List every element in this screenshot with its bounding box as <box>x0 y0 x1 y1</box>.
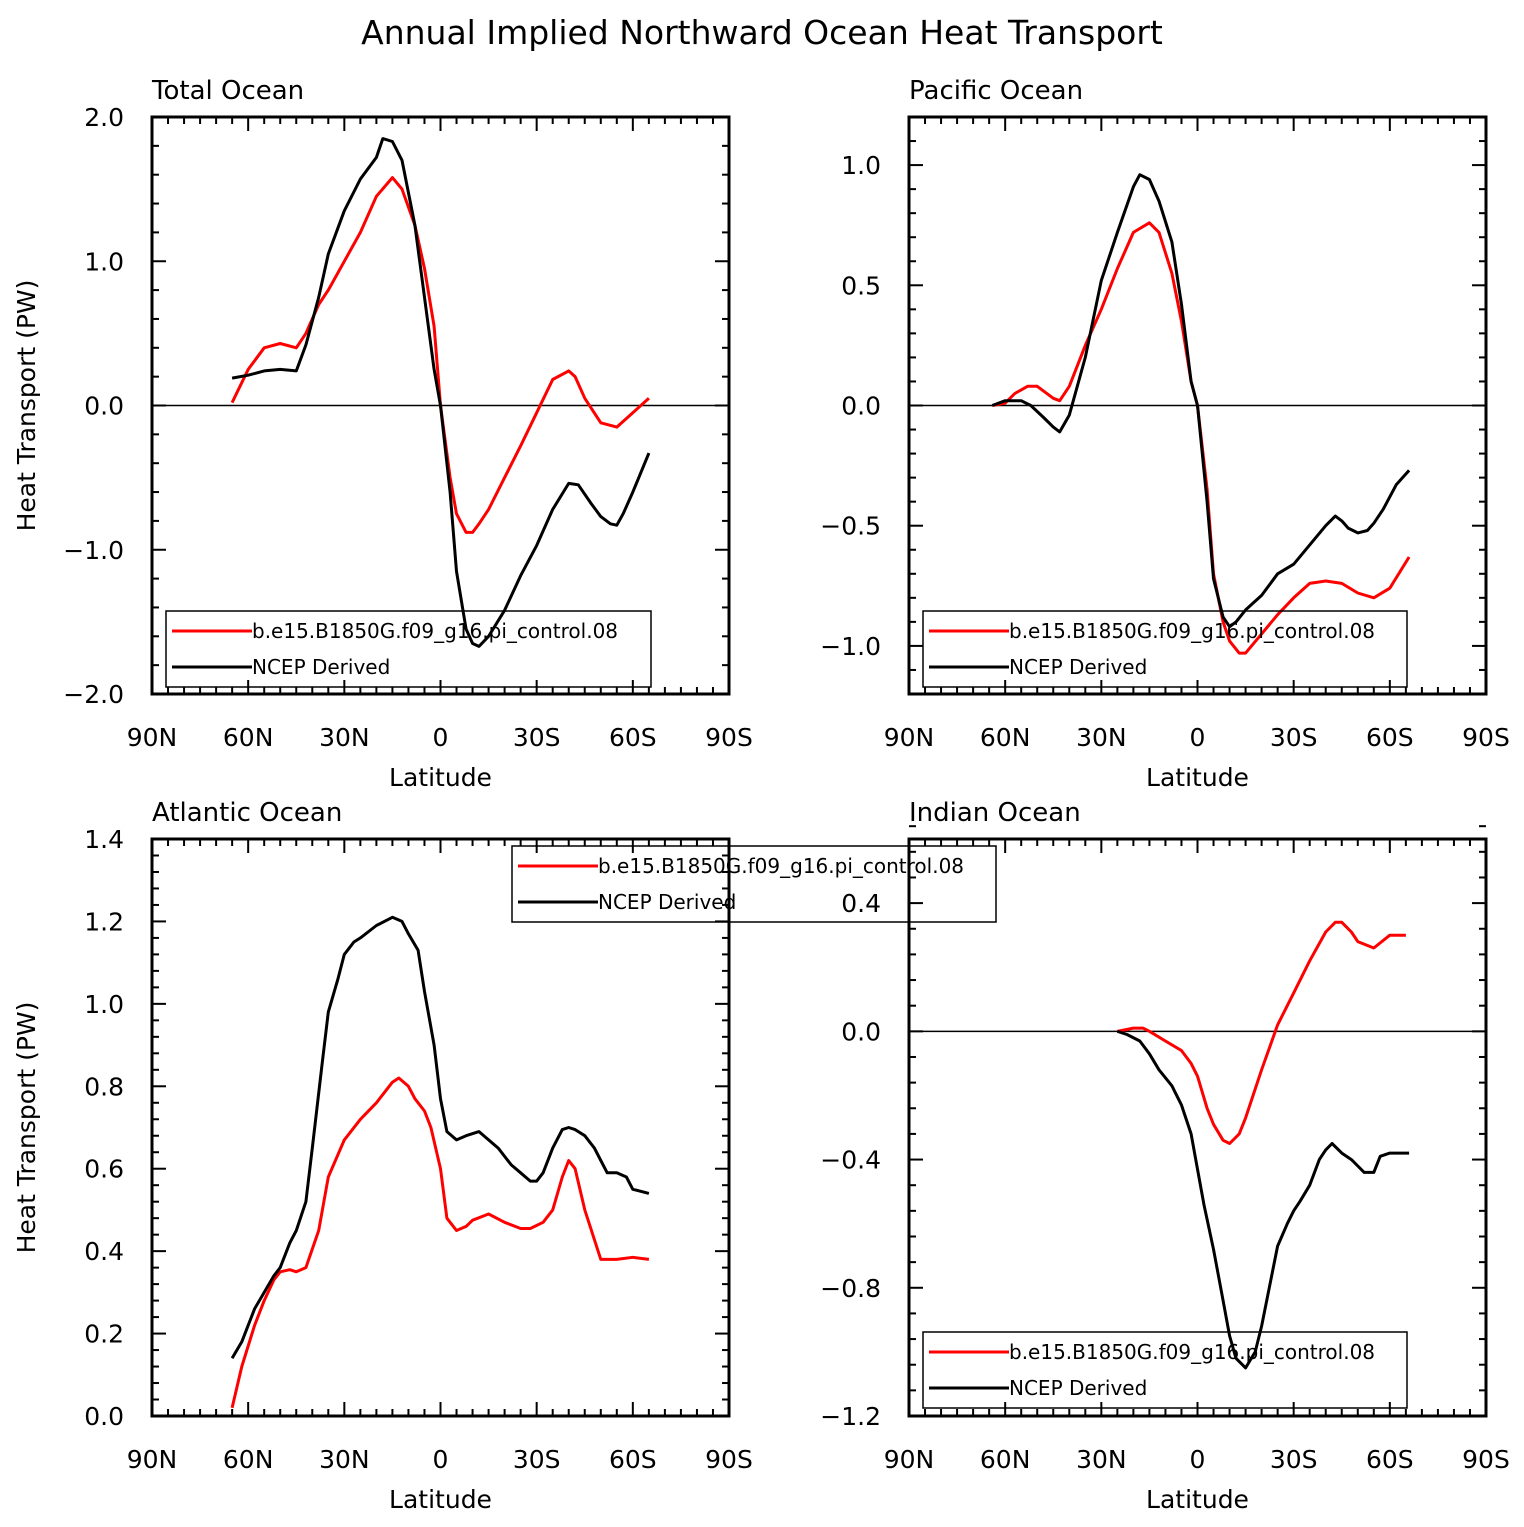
legend-box <box>922 610 1408 688</box>
y-tick-label: 0.4 <box>84 1237 124 1266</box>
x-axis-label: Latitude <box>1146 1485 1249 1514</box>
y-tick-label: 1.4 <box>84 825 124 854</box>
y-tick-label: 0.0 <box>84 1402 124 1431</box>
figure-title: Annual Implied Northward Ocean Heat Tran… <box>361 13 1163 52</box>
legend-label: b.e15.B1850G.f09_g16.pi_control.08 <box>1009 1340 1375 1364</box>
y-tick-label: 0.5 <box>841 271 881 300</box>
x-tick-label: 30N <box>319 723 370 752</box>
y-tick-label: 0.6 <box>84 1155 124 1184</box>
panel-title: Pacific Ocean <box>909 76 1083 106</box>
x-tick-label: 60N <box>980 1445 1031 1474</box>
x-axis-label: Latitude <box>389 763 492 792</box>
series-line-ncep <box>230 915 650 1360</box>
x-axis-label: Latitude <box>1146 763 1249 792</box>
plot-frame <box>150 837 731 1418</box>
x-tick-label: 90S <box>1462 1445 1510 1474</box>
y-tick-label: 1.0 <box>84 247 124 276</box>
panel-2: Pacific Ocean 90N 60N 30N 0 30S 60S 90S −1.0 −0.5… <box>820 76 1510 792</box>
x-tick-label: 90S <box>705 1445 753 1474</box>
x-tick-label: 60N <box>223 1445 274 1474</box>
x-tick-label: 90S <box>705 723 753 752</box>
legend-box <box>511 845 997 923</box>
x-tick-label: 90N <box>884 1445 935 1474</box>
x-tick-label: 30N <box>319 1445 370 1474</box>
x-tick-label: 90S <box>1462 723 1510 752</box>
y-tick-label: 2.0 <box>84 103 124 132</box>
legend-label: NCEP Derived <box>1009 655 1147 679</box>
y-tick-label: 1.0 <box>84 990 124 1019</box>
series-line-ncep <box>991 173 1411 629</box>
series-line-model <box>1117 920 1406 1145</box>
x-tick-label: 0 <box>433 723 449 752</box>
y-axis-label: Heat Transport (PW) <box>12 280 41 532</box>
y-tick-label: −2.0 <box>63 680 124 709</box>
series-line-ncep <box>231 137 651 648</box>
y-tick-label: −1.0 <box>820 632 881 661</box>
legend: b.e15.B1850G.f09_g16.pi_control.08 NCEP D… <box>922 1331 1408 1409</box>
x-tick-label: 30S <box>1270 723 1318 752</box>
plot-frame <box>907 837 1488 1418</box>
y-tick-label: −1.0 <box>63 536 124 565</box>
x-tick-label: 60S <box>609 723 657 752</box>
legend-label: b.e15.B1850G.f09_g16.pi_control.08 <box>252 619 618 643</box>
x-tick-label: 30S <box>513 723 561 752</box>
legend-label: NCEP Derived <box>598 890 736 914</box>
y-tick-label: −0.8 <box>820 1274 881 1303</box>
x-tick-label: 60S <box>1366 1445 1414 1474</box>
y-tick-label: −1.2 <box>820 1402 881 1431</box>
x-tick-label: 0 <box>1190 1445 1206 1474</box>
y-tick-label: 0.0 <box>841 392 881 421</box>
panel-title: Indian Ocean <box>909 798 1081 828</box>
x-axis-label: Latitude <box>389 1485 492 1514</box>
series-line-model <box>230 176 650 534</box>
x-tick-label: 60N <box>980 723 1031 752</box>
x-tick-label: 60S <box>609 1445 657 1474</box>
y-tick-label: 0.2 <box>84 1320 124 1349</box>
y-axis-label: Heat Transport (PW) <box>12 1002 41 1254</box>
legend-box <box>922 1331 1408 1409</box>
legend-label: b.e15.B1850G.f09_g16.pi_control.08 <box>598 854 964 878</box>
x-tick-label: 30S <box>513 1445 561 1474</box>
panel-4: Indian Ocean 90N 60N 30N 0 30S 60S 90S −1.2 −0.8 −… <box>820 798 1510 1514</box>
legend: b.e15.B1850G.f09_g16.pi_control.08 NCEP D… <box>922 610 1408 688</box>
panel-1: Total Ocean 90N 60N 30N 0 30S 60S 90S −2.0 −1.0 0.… <box>12 76 753 792</box>
legend: b.e15.B1850G.f09_g16.pi_control.08 NCEP D… <box>511 845 997 923</box>
legend-label: NCEP Derived <box>1009 1376 1147 1400</box>
x-tick-label: 30N <box>1076 723 1127 752</box>
x-tick-label: 90N <box>127 1445 178 1474</box>
y-tick-label: 1.2 <box>84 907 124 936</box>
y-tick-label: −0.4 <box>820 1146 881 1175</box>
y-tick-label: 0.8 <box>84 1072 124 1101</box>
panel-title: Total Ocean <box>151 76 304 106</box>
series-line-ncep <box>1116 1029 1410 1370</box>
x-tick-label: 0 <box>433 1445 449 1474</box>
series-line-model <box>230 1076 650 1409</box>
legend: b.e15.B1850G.f09_g16.pi_control.08 NCEP D… <box>165 610 652 688</box>
y-tick-label: 0.0 <box>841 1017 881 1046</box>
legend-box <box>165 610 652 688</box>
legend-label: NCEP Derived <box>252 655 390 679</box>
panel-title: Atlantic Ocean <box>152 798 342 828</box>
x-tick-label: 30S <box>1270 1445 1318 1474</box>
legend-label: b.e15.B1850G.f09_g16.pi_control.08 <box>1009 619 1375 643</box>
x-tick-label: 30N <box>1076 1445 1127 1474</box>
x-tick-label: 90N <box>884 723 935 752</box>
x-tick-label: 60N <box>223 723 274 752</box>
y-tick-label: 1.0 <box>841 151 881 180</box>
panel-3: Atlantic Ocean 90N 60N 30N 0 30S 60S 90S 0.0 0.2 0… <box>12 798 997 1514</box>
x-tick-label: 0 <box>1190 723 1206 752</box>
x-tick-label: 60S <box>1366 723 1414 752</box>
x-tick-label: 90N <box>127 723 178 752</box>
y-tick-label: −0.5 <box>820 512 881 541</box>
y-tick-label: 0.0 <box>84 392 124 421</box>
y-tick-label: 0.4 <box>841 889 881 918</box>
